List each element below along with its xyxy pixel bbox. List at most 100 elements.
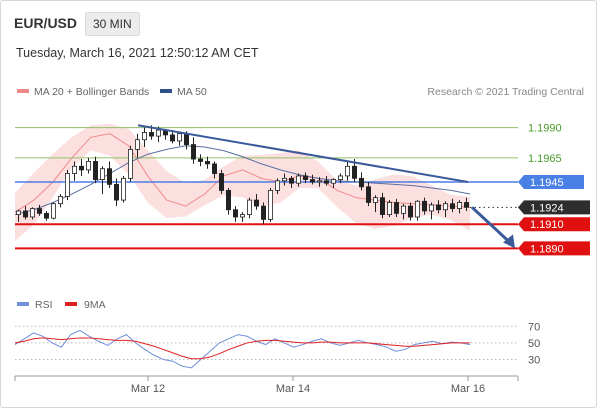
x-axis: Mar 12 Mar 14 Mar 16 <box>14 375 519 395</box>
resistance-label: 1.1965 <box>528 153 562 165</box>
bollinger-legend-label: MA 20 + Bollinger Bands <box>34 86 149 98</box>
candle-body <box>400 205 406 214</box>
symbol-label: EUR/USD <box>14 15 78 31</box>
candle-body <box>51 203 57 219</box>
rsi-ma-line <box>14 337 470 360</box>
support-label: 1.1890 <box>530 243 564 255</box>
candle-body <box>204 161 210 165</box>
candle-body <box>190 144 196 160</box>
last-price-label: 1.1924 <box>530 202 564 214</box>
ma50-legend-label: MA 50 <box>177 86 207 98</box>
candle-body <box>22 210 28 218</box>
candle-body <box>246 199 252 215</box>
candle-body <box>449 203 455 209</box>
ma50-line <box>14 145 471 216</box>
candle-body <box>155 129 161 137</box>
level-labels: 1.1990 1.1965 1.1945 1.1924 1.1910 1.1890 <box>518 123 590 256</box>
candle-body <box>295 175 301 184</box>
rsi-tick-label: 30 <box>528 355 540 367</box>
candle-body <box>232 209 238 218</box>
rsi-tick-label: 50 <box>528 338 540 350</box>
candle-body <box>37 208 43 214</box>
candle-body <box>141 132 147 141</box>
candle-body <box>121 177 127 201</box>
candle-body <box>127 148 133 179</box>
candle-body <box>358 177 364 188</box>
candle-body <box>442 203 448 211</box>
candle-body <box>407 205 413 218</box>
support-label: 1.1910 <box>530 219 564 231</box>
x-tick-label: Mar 14 <box>276 383 310 395</box>
candle-body <box>456 202 462 209</box>
candle-body <box>330 179 336 184</box>
candle-body <box>414 200 420 218</box>
candle-body <box>337 175 343 180</box>
candle-body <box>365 186 371 203</box>
candle-body <box>302 175 308 180</box>
resistance-label: 1.1990 <box>528 123 562 135</box>
candle-body <box>58 196 64 205</box>
rsi-legend: RSI 9MA <box>17 299 106 311</box>
candle-body <box>65 173 71 197</box>
rsi-legend-swatch <box>17 302 29 306</box>
last-price-badge <box>518 200 590 215</box>
rsi-tick-label: 70 <box>528 321 540 333</box>
candle-body <box>309 179 315 183</box>
candle-body <box>44 212 50 219</box>
candle-body <box>253 199 259 207</box>
candle-body <box>211 163 217 174</box>
chart-header: EUR/USD 30 MIN <box>0 0 597 40</box>
bollinger-legend-swatch <box>17 89 29 93</box>
candle-body <box>169 134 175 142</box>
descending-trendline <box>137 124 469 183</box>
overlay <box>137 124 515 249</box>
pivot-badge <box>518 174 584 189</box>
candle-body <box>421 200 427 212</box>
credit-label: Research © 2021 Trading Central <box>427 86 584 98</box>
timeframe-badge[interactable]: 30 MIN <box>85 12 140 36</box>
support-badge <box>518 241 590 256</box>
ma50-legend-swatch <box>160 89 172 93</box>
pivot-label: 1.1945 <box>530 177 564 189</box>
candle-body <box>239 214 245 218</box>
candle-body <box>100 168 106 180</box>
candle-body <box>260 205 266 220</box>
candle-body <box>316 180 322 183</box>
candle-body <box>344 165 350 177</box>
candle-body <box>93 161 99 180</box>
rsi-panel: 70 50 30 <box>14 321 540 369</box>
candle-body <box>148 132 154 137</box>
forecast-arrow-head <box>503 234 515 249</box>
candle-body <box>107 168 113 185</box>
candlesticks <box>15 125 469 225</box>
candle-body <box>72 165 78 174</box>
candle-body <box>393 202 399 214</box>
candle-body <box>218 173 224 191</box>
candle-body <box>114 183 120 201</box>
candle-body <box>86 161 92 171</box>
support-badge <box>518 217 590 232</box>
candle-body <box>288 177 294 184</box>
price-levels <box>15 127 518 250</box>
candle-body <box>15 210 21 215</box>
candle-body <box>386 202 392 215</box>
candle-body <box>176 133 182 142</box>
candle-body <box>323 180 329 184</box>
candle-body <box>267 190 273 220</box>
candle-body <box>29 208 35 218</box>
rsi-legend-label: RSI <box>35 299 53 311</box>
candle-body <box>274 180 280 191</box>
candle-body <box>428 204 434 212</box>
ma9-legend-label: 9MA <box>84 299 106 311</box>
candle-body <box>79 165 85 171</box>
candle-body <box>225 190 231 211</box>
candle-body <box>435 204 441 211</box>
legend: MA 20 + Bollinger Bands MA 50 Research ©… <box>17 86 584 98</box>
x-tick-label: Mar 12 <box>131 383 165 395</box>
datetime-label: Tuesday, March 16, 2021 12:50:12 AM CET <box>16 46 259 60</box>
rsi-line <box>14 329 471 369</box>
candle-body <box>183 133 189 145</box>
ma9-legend-swatch <box>65 302 77 306</box>
forecast-arrow <box>470 206 514 246</box>
